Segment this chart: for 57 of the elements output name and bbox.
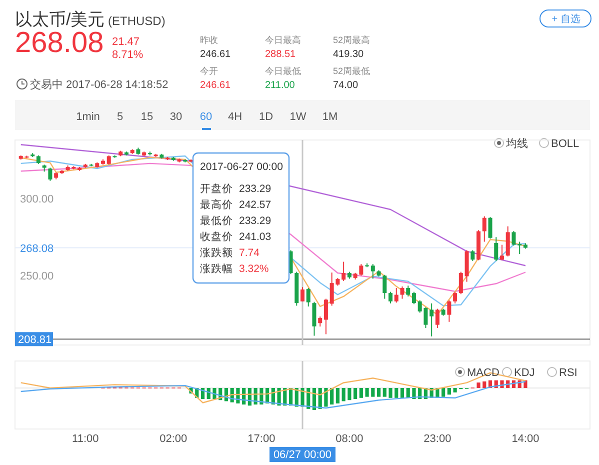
text: 268.08 (15, 27, 104, 59)
text: + 自选 (552, 13, 580, 25)
annotation: 242.57 (239, 199, 272, 211)
text: 1W (290, 111, 307, 123)
text: 60 (200, 111, 212, 123)
text: 1D (258, 111, 274, 123)
x-tick-label: 11:00 (72, 433, 99, 445)
annotation: 7.74 (239, 247, 260, 259)
annotation: RSI (559, 367, 578, 379)
text: 1M (322, 111, 338, 123)
x-tick-label: 23:00 (424, 433, 452, 445)
text: 昨收 (200, 35, 218, 45)
text: 288.51 (265, 49, 296, 60)
text: 21.47 (112, 36, 140, 48)
text: 74.00 (333, 80, 358, 91)
text: 246.61 (200, 80, 232, 91)
text: 1min (76, 111, 100, 123)
annotation: 2017-06-27 00:00 (200, 161, 284, 173)
text: 今日最低 (265, 66, 301, 76)
annotation: BOLL (551, 138, 580, 150)
text: 8.71% (112, 49, 144, 61)
annotation: 涨跌额 (200, 246, 233, 259)
x-tick-label: 17:00 (248, 433, 276, 445)
text: 419.30 (333, 49, 364, 60)
text: 今开 (200, 66, 218, 76)
annotation: 233.29 (239, 183, 272, 195)
x-tick-label: 14:00 (512, 433, 540, 445)
text: 交易中 2017-06-28 14:18:52 (30, 78, 168, 91)
annotation: 233.29 (239, 215, 272, 227)
text: 211.00 (265, 80, 296, 91)
x-tick-label: 02:00 (160, 433, 188, 445)
text: 52周最高 (333, 35, 370, 45)
annotation: 收盘价 (200, 231, 233, 243)
annotation: MACD (467, 367, 500, 379)
annotation: 涨跌幅 (200, 263, 233, 275)
annotation: 3.32% (239, 263, 269, 275)
text: 52周最低 (333, 66, 370, 76)
annotation: 241.03 (239, 231, 272, 243)
annotation: 均线 (505, 137, 528, 150)
annotation: 最高价 (200, 198, 233, 211)
y-tick-label: 250.00 (20, 270, 54, 283)
annotation: 开盘价 (200, 183, 233, 195)
chart-subtitle: (ETHUSD) (108, 14, 166, 28)
ref-line-label: 06/27 00:00 (273, 449, 332, 461)
y-tick-label: 300.00 (20, 194, 54, 206)
text: 5 (116, 111, 124, 123)
ref-line-label: 208.81 (18, 334, 52, 346)
text: 246.61 (200, 49, 232, 60)
chart-title: 以太币/美元 (15, 10, 105, 29)
annotation: 最低价 (200, 215, 233, 227)
text: 4H (228, 111, 242, 123)
text: 今日最高 (265, 35, 301, 45)
ref-line-label: 268.08 (20, 242, 54, 255)
x-tick-label: 08:00 (336, 433, 364, 445)
text: 15 (140, 111, 154, 123)
annotation: KDJ (514, 367, 535, 379)
text: 30 (170, 111, 182, 123)
